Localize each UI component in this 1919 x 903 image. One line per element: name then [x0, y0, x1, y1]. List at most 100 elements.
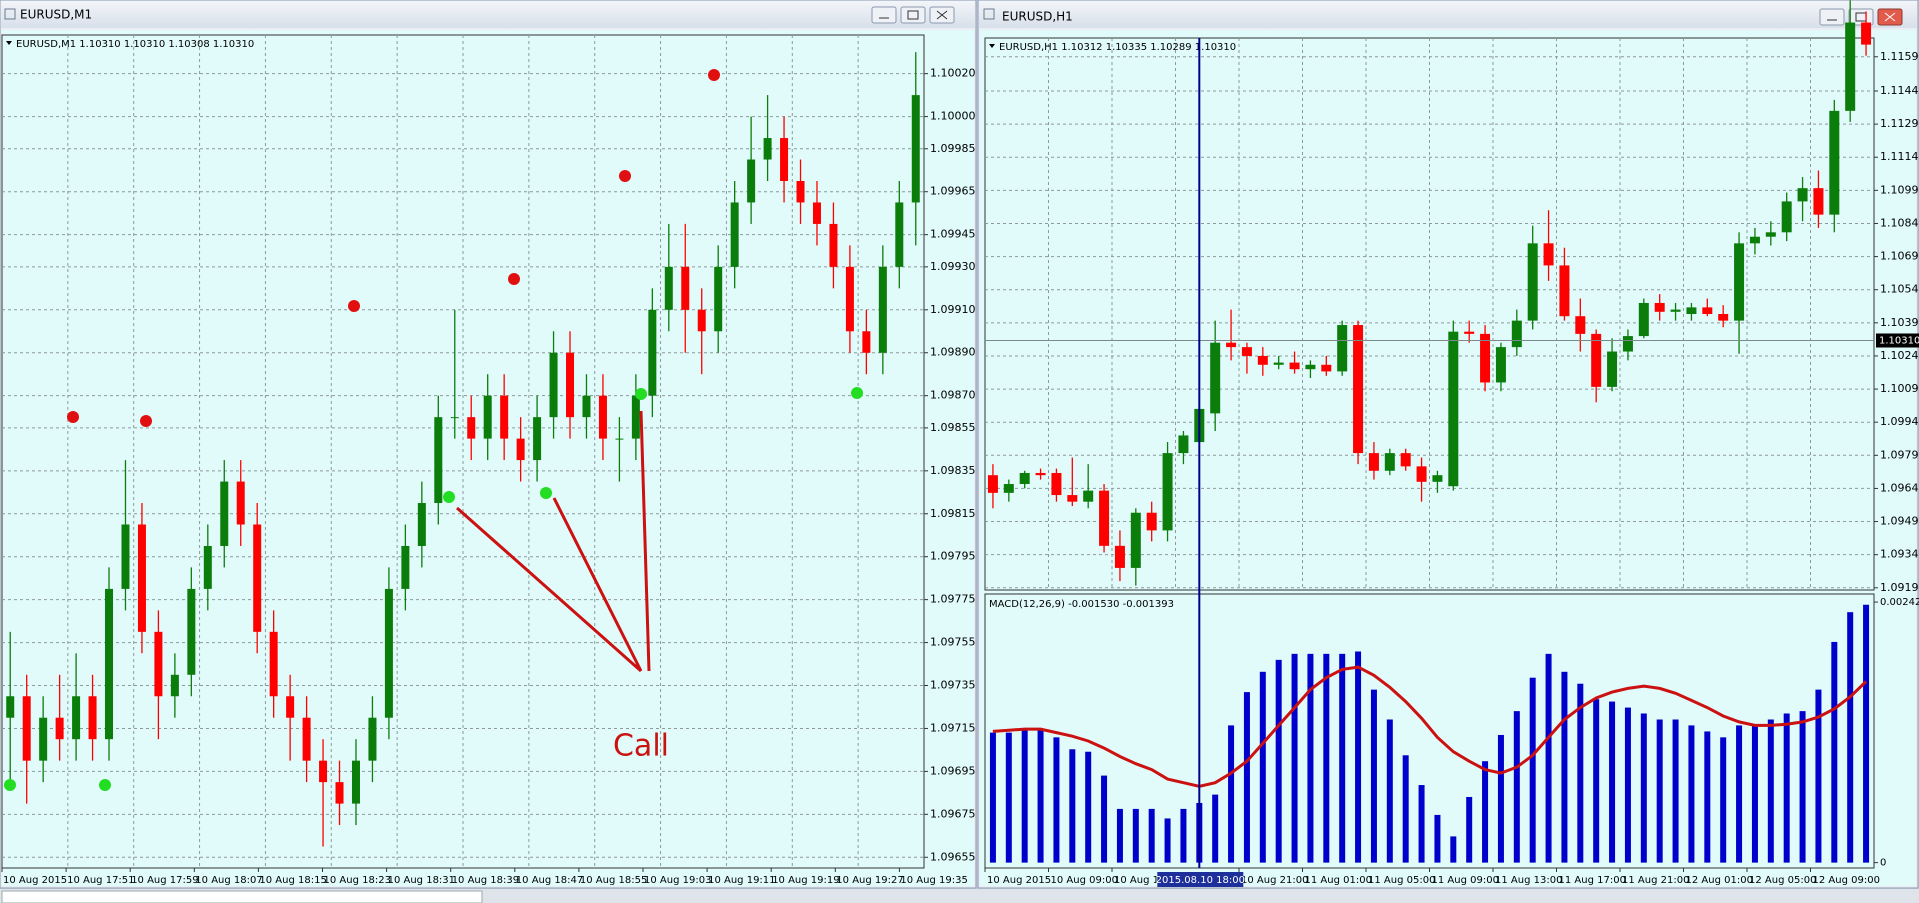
macd-bar — [1180, 808, 1187, 863]
window-title: EURUSD,H1 — [1002, 10, 1073, 24]
macd-bar — [1482, 761, 1489, 863]
candle-body — [780, 138, 789, 181]
maximize-button[interactable] — [1848, 8, 1874, 26]
candle-body — [351, 760, 360, 804]
icon — [1884, 12, 1896, 22]
macd-bar — [1355, 651, 1362, 863]
x-tick-label: 10 Aug 19:19 — [772, 875, 839, 886]
candle-body — [88, 696, 97, 740]
macd-bar — [1831, 641, 1838, 863]
x-tick-label: 10 Aug 18:55 — [580, 875, 647, 886]
candle-body — [911, 95, 920, 203]
icon — [907, 10, 919, 20]
signal-line — [992, 665, 1868, 788]
macd-bar — [1037, 730, 1044, 863]
candle-body — [1226, 342, 1237, 348]
y-tick-label: 1.09790 — [1880, 448, 1919, 461]
candle-body — [6, 696, 15, 718]
window-title: EURUSD,M1 — [20, 8, 92, 22]
y-tick-label: 1.09795 — [930, 550, 976, 563]
candle-body — [1273, 362, 1284, 365]
tab[interactable] — [1, 890, 483, 903]
candle-body — [829, 223, 838, 267]
candle-body — [121, 524, 130, 589]
candle-body — [286, 696, 295, 718]
minimize-button[interactable] — [1819, 8, 1845, 26]
macd-bar — [1307, 653, 1314, 863]
y-tick-label: 1.09340 — [1880, 548, 1919, 561]
crosshair-label-box — [1157, 872, 1244, 887]
y-tick-label: 1.11140 — [1880, 150, 1919, 163]
candle-body — [1019, 472, 1030, 485]
dropdown-icon — [6, 41, 12, 45]
candle-body — [401, 545, 410, 589]
signals: Call — [4, 69, 863, 791]
candle-body — [1162, 453, 1173, 531]
x-tick-label: 10 Aug 19:11 — [708, 875, 775, 886]
candle-body — [730, 202, 739, 267]
maximize-button[interactable] — [900, 6, 926, 24]
window-icon — [4, 8, 16, 20]
candle-body — [1035, 472, 1046, 476]
macd-bar — [1021, 730, 1028, 863]
candle-body — [566, 352, 575, 418]
candle-body — [1495, 347, 1506, 383]
candle-body — [1797, 188, 1808, 202]
macd-bar — [1497, 734, 1504, 863]
macd-bar — [1545, 653, 1552, 863]
x-tick-label: 10 Aug 18:31 — [388, 875, 455, 886]
candle-body — [1543, 243, 1554, 266]
x-tick-label: 11 Aug 01:00 — [1305, 875, 1372, 886]
candle-body — [154, 631, 163, 697]
sell-dot — [508, 273, 520, 285]
y-tick-label: 1.10240 — [1880, 349, 1919, 362]
y-tick-label: 1.09775 — [930, 593, 976, 606]
candle-body — [681, 266, 690, 310]
x-tick-label: 10 Aug 21:00 — [1241, 875, 1308, 886]
y-tick-label: 1.09855 — [930, 421, 976, 434]
minimize-button[interactable] — [871, 6, 897, 24]
macd-bar — [1116, 808, 1123, 863]
candle-body — [598, 395, 607, 439]
candle-body — [1464, 331, 1475, 334]
title-bar — [979, 1, 1917, 28]
macd-bar — [1513, 711, 1520, 863]
macd-bar — [1164, 818, 1171, 863]
sell-dot — [619, 170, 631, 182]
macd-bar — [1783, 713, 1790, 863]
annotation-arrows — [456, 410, 651, 673]
current-price-label: 1.10310 — [1879, 335, 1919, 346]
y-tick-label: 1.09190 — [1880, 581, 1919, 594]
x-tick-label: 10 Aug 18:07 — [195, 875, 262, 886]
macd-bar — [1148, 808, 1155, 863]
buy-dot — [99, 779, 111, 791]
sell-dot — [348, 300, 360, 312]
macd-bar — [1593, 699, 1600, 863]
candle-body — [1591, 333, 1602, 387]
candle-body — [105, 588, 114, 740]
x-tick-label: 11 Aug 13:00 — [1495, 875, 1562, 886]
macd-bar — [1005, 732, 1012, 863]
candle-body — [615, 438, 624, 440]
candle-body — [1305, 364, 1316, 370]
candle-body — [170, 674, 179, 697]
macd-bar — [1656, 719, 1663, 863]
y-tick-label: 1.09870 — [930, 389, 976, 402]
y-tick-label: 1.10000 — [930, 110, 976, 123]
icon — [936, 10, 948, 20]
y-tick-label: 1.09640 — [1880, 481, 1919, 494]
candle-body — [417, 503, 426, 546]
candle-body — [335, 782, 344, 804]
candle-body — [582, 395, 591, 418]
y-tick-label: 1.09735 — [930, 679, 976, 692]
candle-body — [1480, 333, 1491, 383]
x-tick-label: 10 Aug 09:00 — [1051, 875, 1118, 886]
macd-bar — [989, 732, 996, 863]
sell-dot — [140, 415, 152, 427]
macd-bar — [1101, 775, 1108, 863]
annotation: Call — [613, 729, 669, 764]
candle-body — [533, 417, 542, 461]
sell-dot — [708, 69, 720, 81]
candle-body — [1368, 453, 1379, 471]
